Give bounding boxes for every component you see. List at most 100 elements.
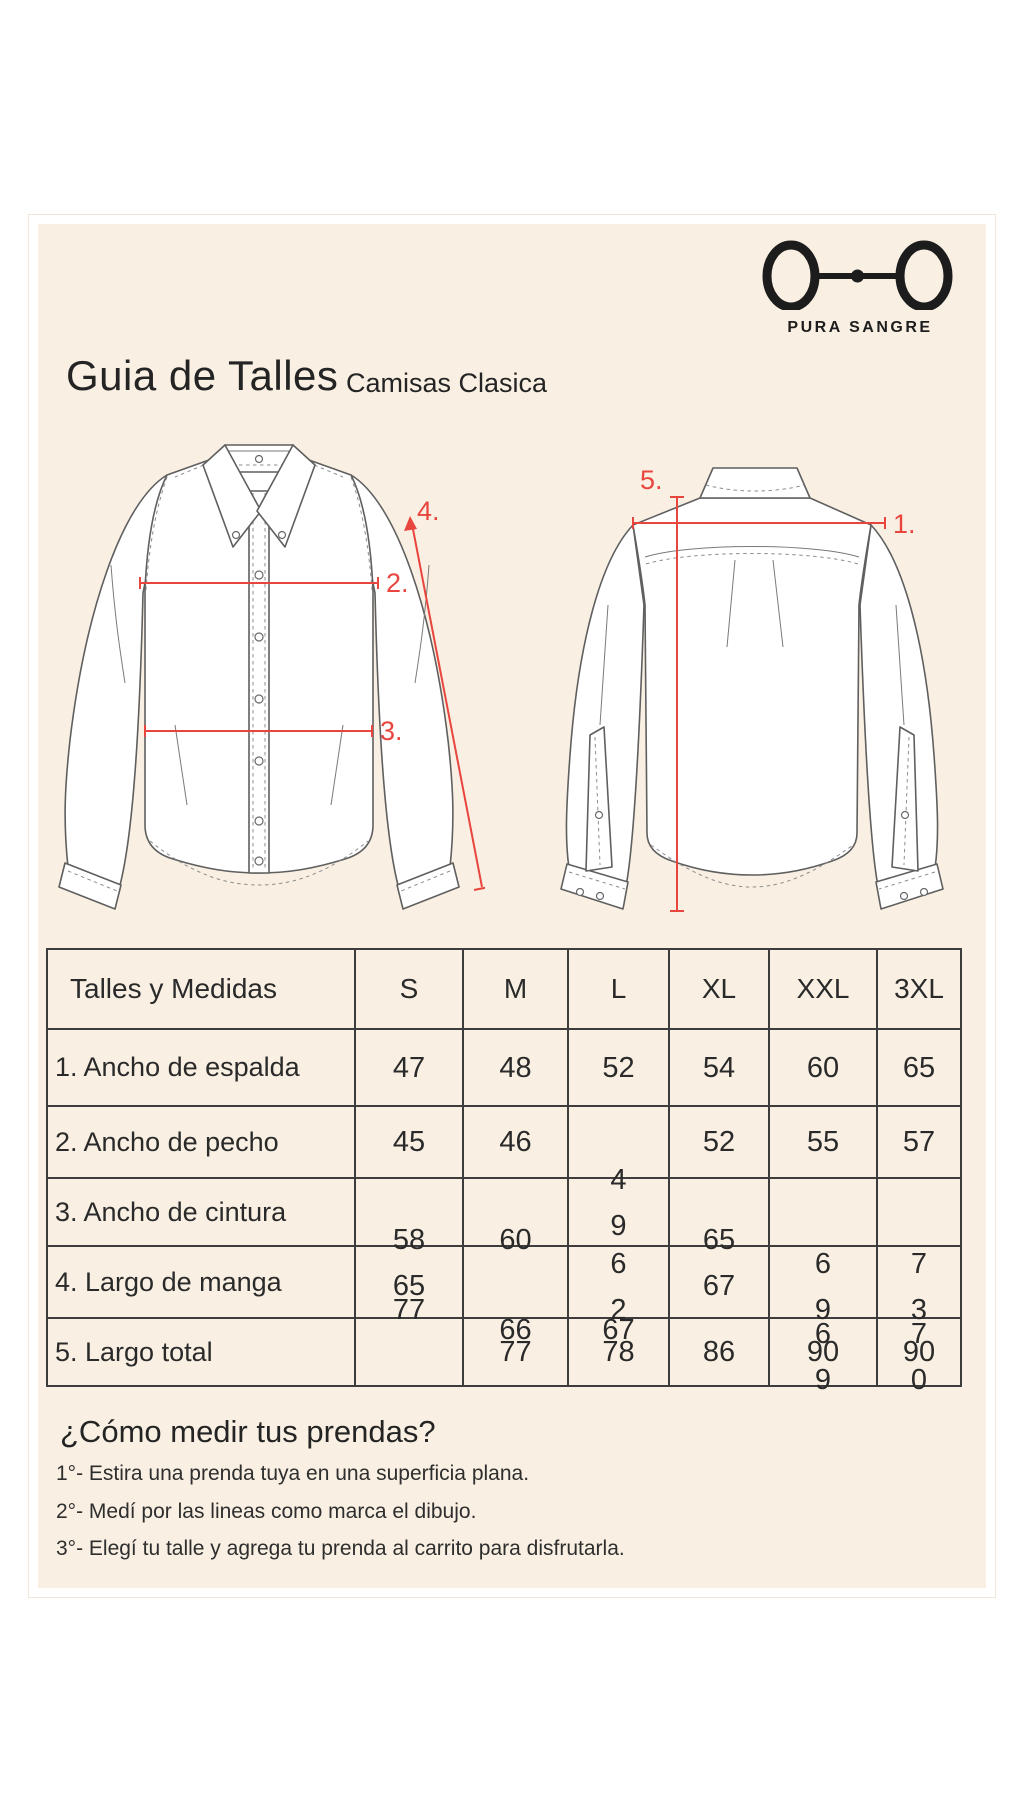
size-value: 66 [499, 1314, 532, 1346]
size-value-cell: 46 [462, 1105, 569, 1179]
size-value-cell: 90 [768, 1317, 878, 1387]
size-value: 67 [702, 1270, 736, 1302]
size-value: 7 [910, 1318, 928, 1350]
size-value: 7 [910, 1248, 928, 1280]
measurement-label-waist: 3. [380, 716, 403, 746]
size-value: 46 [499, 1126, 532, 1158]
size-value: 48 [499, 1051, 532, 1084]
back-shirt-diagram: 1. 5. [560, 465, 944, 912]
measurement-label-sleeve: 4. [417, 496, 440, 526]
row-label: 4. Largo de manga [55, 1266, 282, 1297]
measurement-line-waist: 3. [144, 716, 403, 746]
size-value: 60 [499, 1224, 532, 1256]
measurement-label-shoulder: 1. [893, 509, 916, 539]
size-value: 58 [392, 1224, 426, 1256]
size-value: 78 [602, 1336, 635, 1368]
row-label: 5. Largo total [55, 1336, 213, 1367]
brand-logo: PURA SANGRE [758, 238, 962, 342]
column-header-m: M [462, 948, 569, 1030]
size-value: 9 [814, 1294, 832, 1326]
table-row: 4. Largo de manga 77 66 67 6 9 7 0 [46, 1245, 962, 1396]
size-value-cell: 65 67 [668, 1177, 770, 1302]
size-value: 47 [392, 1051, 426, 1084]
size-value-cell: 55 [768, 1105, 878, 1179]
size-value: 0 [910, 1364, 928, 1396]
size-value: 9 [814, 1364, 832, 1396]
page-title: Guia de Talles [66, 352, 339, 399]
size-value: 3 [910, 1294, 928, 1326]
column-header-medidas: Talles y Medidas [46, 948, 356, 1030]
size-value: 55 [806, 1126, 840, 1158]
size-value: 6 [610, 1248, 627, 1280]
size-value: 77 [392, 1294, 426, 1326]
size-value: 2 [610, 1294, 627, 1326]
size-value-cell: 65 [876, 1028, 962, 1107]
size-value-cell: 78 [567, 1317, 670, 1387]
row-label: 1. Ancho de espalda [55, 1052, 300, 1082]
size-value-cell: 54 [668, 1028, 770, 1107]
size-value: 90 [806, 1336, 840, 1368]
size-value: 57 [902, 1126, 936, 1158]
measurement-line-length: 5. [640, 465, 684, 912]
size-value-cell [354, 1317, 464, 1387]
page-subtitle: Camisas Clasica [346, 368, 548, 398]
brand-name: PURA SANGRE [787, 319, 933, 336]
size-value-cell: 52 [567, 1028, 670, 1107]
column-header-xl: XL [668, 948, 770, 1030]
size-value-cell [668, 1245, 770, 1319]
size-value: 65 [702, 1224, 736, 1256]
row-label: 2. Ancho de pecho [55, 1126, 279, 1157]
column-header-xxl: XXL [768, 948, 878, 1030]
measurement-line-shoulder: 1. [632, 509, 916, 539]
size-value-cell: 47 [354, 1028, 464, 1107]
size-value: 60 [806, 1051, 840, 1084]
size-value: 9 [610, 1210, 627, 1242]
size-value: 54 [702, 1051, 736, 1084]
howto-step-1: 1°- Estira una prenda tuya en una superf… [56, 1462, 530, 1485]
size-value-cell: 67 [567, 1245, 670, 1346]
size-value: 67 [602, 1314, 635, 1346]
size-value: 52 [702, 1126, 736, 1158]
column-header-s: S [354, 948, 464, 1030]
column-header-3xl: 3XL [876, 948, 962, 1030]
size-table-header: Talles y Medidas S M L XL XXL 3XL [46, 948, 962, 1030]
size-value: 52 [602, 1051, 635, 1084]
howto-step-3: 3°- Elegí tu talle y agrega tu prenda al… [56, 1537, 625, 1560]
measurement-label-chest: 2. [386, 568, 409, 598]
size-value-cell: 52 [668, 1105, 770, 1179]
measurement-line-chest: 2. [139, 568, 409, 598]
size-value-cell: 45 [354, 1105, 464, 1179]
measurement-line-sleeve: 4. [404, 496, 485, 891]
howto-step-2: 2°- Medí por las lineas como marca el di… [56, 1500, 477, 1523]
size-value-cell: 60 [462, 1177, 569, 1256]
size-value: 6 [814, 1248, 832, 1280]
howto-title: ¿Cómo medir tus prendas? [60, 1414, 436, 1449]
size-value: 65 [392, 1270, 426, 1302]
size-value-cell: 57 [876, 1105, 962, 1179]
measurement-label-length: 5. [640, 465, 663, 495]
size-value-cell: 90 [876, 1317, 962, 1387]
size-value-cell: 48 [462, 1028, 569, 1107]
row-label: 3. Ancho de cintura [55, 1196, 287, 1227]
size-value: 90 [902, 1336, 936, 1368]
size-value: 86 [702, 1336, 736, 1368]
size-value-cell: 58 65 [354, 1177, 464, 1302]
table-row: 2. Ancho de pecho 45 46 4 9 52 55 57 [46, 1105, 962, 1242]
front-shirt-diagram: 2. 3. 4. [58, 444, 485, 910]
size-value: 6 [814, 1318, 832, 1350]
size-value: 4 [610, 1164, 627, 1196]
size-value: 45 [392, 1126, 426, 1158]
size-value: 65 [902, 1051, 936, 1084]
column-header-l: L [567, 948, 670, 1030]
size-table: Talles y Medidas S M L XL XXL 3XL 1. Ancho de … [46, 948, 962, 1396]
table-row: 3. Ancho de cintura 58 65 60 6 2 65 67 6 9 7 3 [46, 1177, 962, 1326]
size-value-cell: 66 [462, 1245, 569, 1346]
table-row: 5. Largo total 77 78 86 90 90 [46, 1317, 962, 1387]
